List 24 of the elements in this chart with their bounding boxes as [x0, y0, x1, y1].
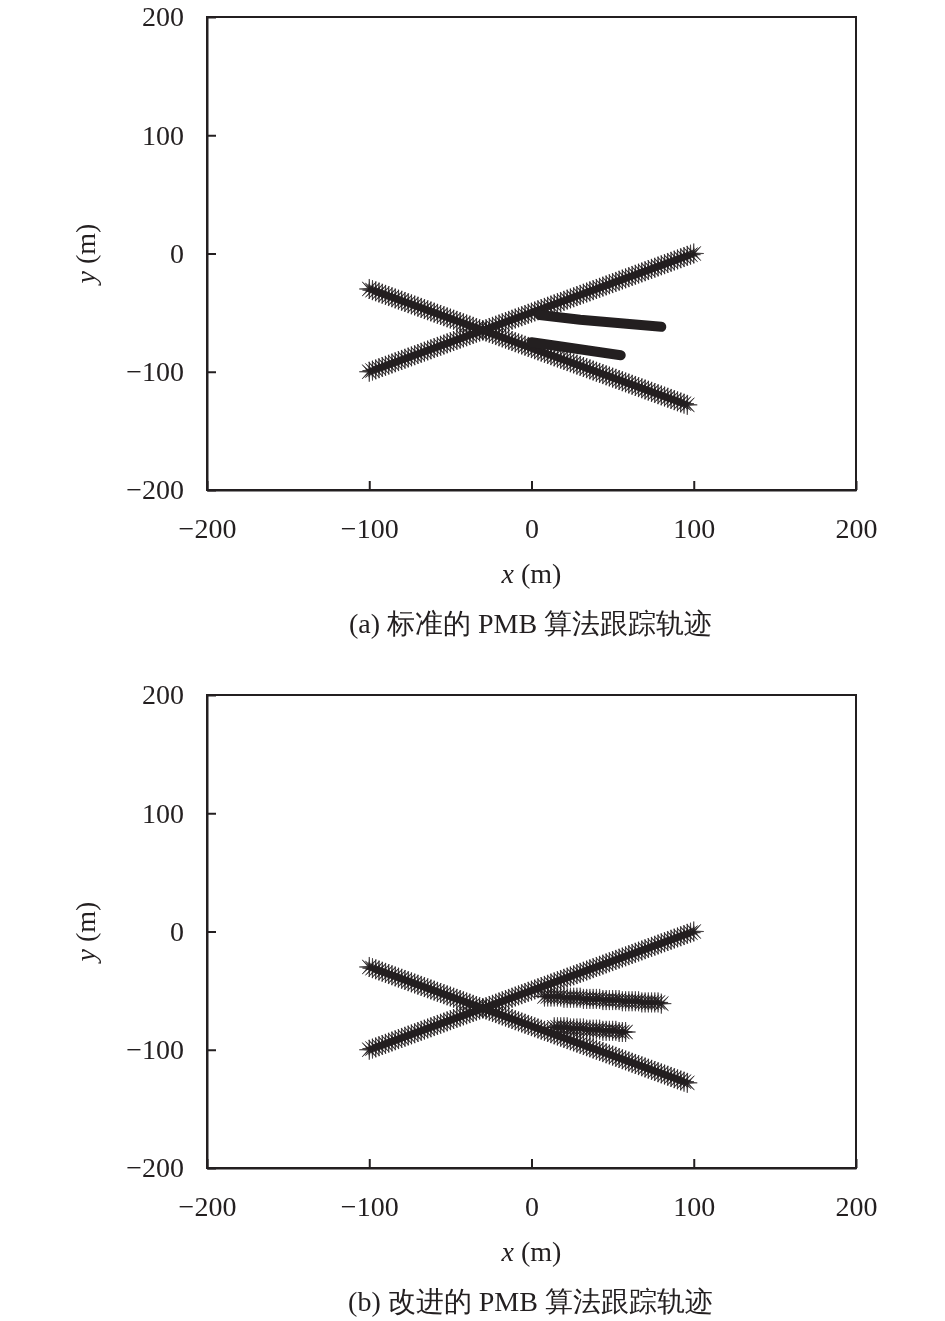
text: (b) 改进的 PMB 算法跟踪轨迹 — [348, 1286, 713, 1317]
y-tick-label: 0 — [170, 237, 184, 269]
y-tick-label: −200 — [126, 474, 184, 506]
x-axis-title: x (m) — [500, 558, 562, 589]
y-tick-label: 200 — [142, 1, 184, 33]
x-axis-title: x (m) — [500, 1236, 562, 1267]
x-tick-label: 200 — [835, 512, 878, 544]
y-tick-label: 200 — [142, 679, 184, 711]
x-tick-label: 0 — [525, 512, 539, 544]
y-tick-label: 0 — [170, 915, 184, 947]
y-tick-label: −100 — [126, 356, 184, 388]
y-tick-label: 100 — [142, 797, 184, 829]
text: (a) 标准的 PMB 算法跟踪轨迹 — [348, 608, 713, 639]
y-tick-label: 100 — [142, 119, 184, 151]
x-tick-label: 200 — [835, 1190, 878, 1222]
y-tick-label: −200 — [126, 1152, 184, 1184]
y-tick-label: −100 — [126, 1034, 184, 1066]
y-axis-title: y (m) — [70, 901, 101, 965]
x-tick-label: 0 — [525, 1190, 539, 1222]
x-tick-label: 100 — [673, 512, 716, 544]
x-tick-label: −100 — [340, 512, 399, 544]
y-axis-title: y (m) — [70, 223, 101, 287]
x-tick-label: 100 — [673, 1190, 716, 1222]
x-tick-label: −100 — [340, 1190, 399, 1222]
